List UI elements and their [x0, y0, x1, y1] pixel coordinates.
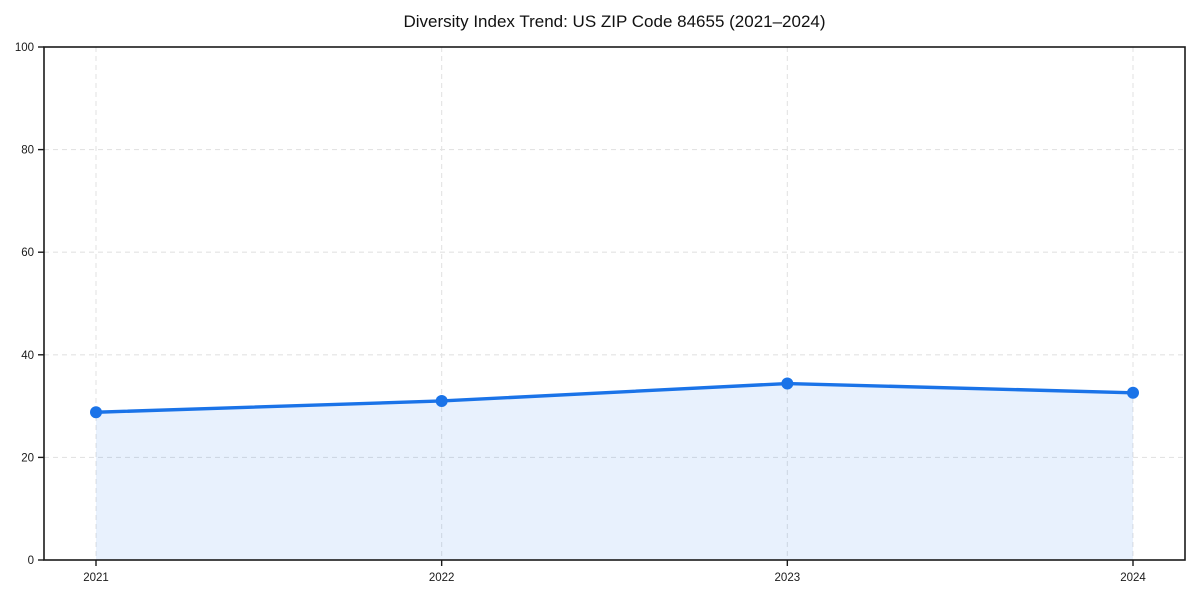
- x-tick-label: 2021: [83, 572, 109, 584]
- chart-title: Diversity Index Trend: US ZIP Code 84655…: [403, 12, 826, 31]
- area-fill: [96, 383, 1133, 560]
- plot-frame: [43, 46, 1186, 561]
- y-tick-label: 80: [21, 145, 34, 157]
- data-point-2021: [90, 406, 102, 419]
- y-tick-label: 20: [21, 452, 34, 464]
- y-tick-label: 60: [21, 247, 34, 259]
- y-tick-label: 40: [21, 350, 34, 362]
- y-tick-label: 100: [15, 42, 34, 54]
- data-point-2022: [435, 394, 448, 407]
- x-tick-label: 2024: [1120, 572, 1146, 584]
- trend-line: [94, 381, 1135, 414]
- x-tick-label: 2022: [429, 572, 455, 584]
- data-point-2024: [1127, 386, 1139, 399]
- y-tick-label: 0: [28, 555, 34, 567]
- data-point-2023: [781, 377, 794, 390]
- x-tick-label: 2023: [775, 572, 801, 584]
